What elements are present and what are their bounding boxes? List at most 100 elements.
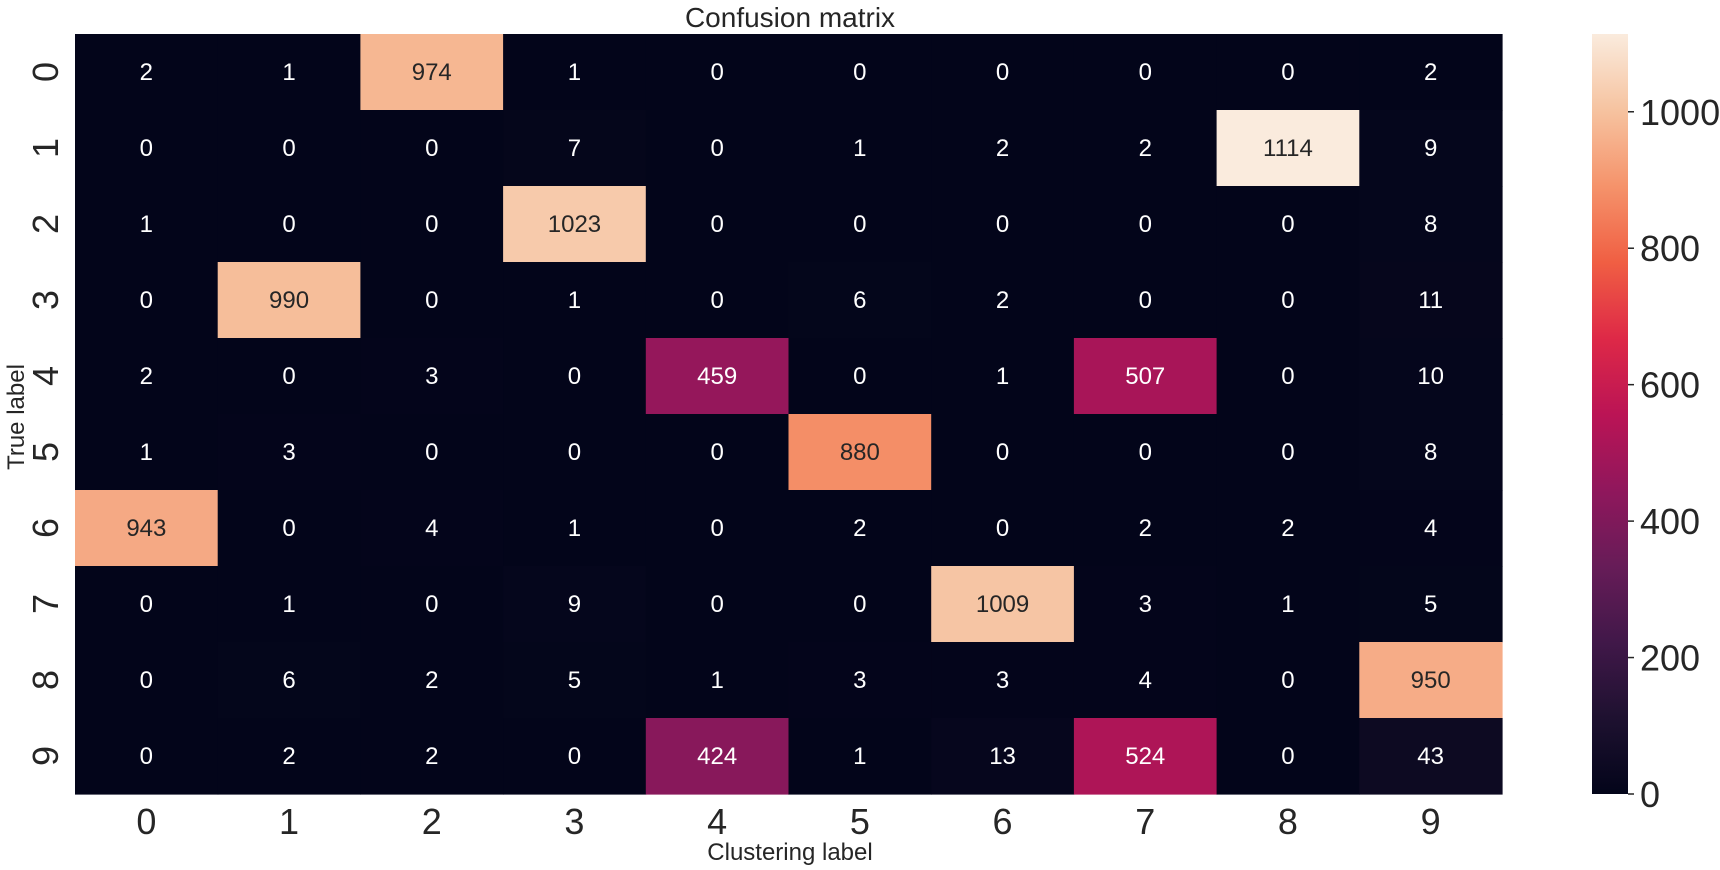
cell-value-label: 3 — [425, 363, 438, 390]
heatmap-cell — [788, 414, 932, 491]
heatmap-cell — [931, 642, 1075, 719]
cell-value-label: 1 — [282, 591, 295, 618]
heatmap-cell — [1073, 414, 1218, 491]
heatmap-cells: 2 1 974 1 0 0 0 0 0 20 0 0 7 0 1 2 2 1114 91 0 0 1023 0 0 0 0 0 80 9… — [75, 34, 1503, 795]
heatmap-cell — [931, 34, 1075, 111]
heatmap-cell — [645, 642, 790, 719]
heatmap-cell — [360, 338, 504, 415]
heatmap-cell — [75, 642, 219, 719]
heatmap-cell — [1216, 186, 1360, 263]
heatmap-cell — [1073, 186, 1218, 263]
cell-value-label: 880 — [840, 439, 880, 466]
cell-value-label: 2 — [1424, 59, 1437, 86]
heatmap-cell — [788, 490, 932, 567]
heatmap-cell — [1359, 262, 1503, 339]
cell-value-label: 43 — [1417, 743, 1444, 770]
heatmap-cell — [503, 566, 647, 643]
cell-value-label: 0 — [282, 515, 295, 542]
cell-value-label: 2 — [425, 743, 438, 770]
cell-value-label: 1 — [568, 59, 581, 86]
heatmap-cell — [217, 110, 361, 187]
cell-value-label: 0 — [282, 135, 295, 162]
x-tick-label: 0 — [136, 801, 156, 842]
heatmap-cell — [788, 110, 932, 187]
heatmap-cell — [75, 34, 219, 111]
heatmap-cell — [75, 718, 219, 795]
colorbar-tick-label: 400 — [1640, 501, 1700, 542]
cell-value-label: 3 — [996, 667, 1009, 694]
cell-value-label: 0 — [710, 287, 723, 314]
cell-value-label: 6 — [853, 287, 866, 314]
cell-value-label: 424 — [697, 743, 737, 770]
cell-value-label: 0 — [140, 743, 153, 770]
cell-value-label: 5 — [1424, 591, 1437, 618]
heatmap-cell — [645, 262, 790, 339]
cell-value-label: 0 — [710, 439, 723, 466]
heatmap-cell — [360, 34, 504, 111]
x-tick-label: 7 — [1135, 801, 1155, 842]
heatmap-cell — [1359, 34, 1503, 111]
cell-value-label: 2 — [282, 743, 295, 770]
heatmap-cell — [75, 110, 219, 187]
cell-value-label: 0 — [568, 439, 581, 466]
colorbar-tick-label: 0 — [1640, 774, 1660, 815]
cell-value-label: 2 — [996, 135, 1009, 162]
heatmap-cell — [1216, 262, 1360, 339]
heatmap-cell — [217, 490, 361, 567]
cell-value-label: 0 — [1139, 287, 1152, 314]
heatmap-cell — [217, 566, 361, 643]
y-tick-label: 6 — [25, 518, 66, 538]
heatmap-cell — [360, 110, 504, 187]
heatmap-cell — [1073, 34, 1218, 111]
heatmap-cell — [217, 718, 361, 795]
cell-value-label: 1 — [996, 363, 1009, 390]
cell-value-label: 1 — [140, 211, 153, 238]
cell-value-label: 0 — [853, 59, 866, 86]
heatmap-cell — [503, 110, 647, 187]
heatmap-cell — [1359, 186, 1503, 263]
cell-value-label: 4 — [425, 515, 438, 542]
cell-value-label: 0 — [996, 439, 1009, 466]
heatmap-cell — [788, 186, 932, 263]
cell-value-label: 0 — [853, 211, 866, 238]
cell-value-label: 8 — [1424, 439, 1437, 466]
cell-value-label: 0 — [853, 591, 866, 618]
heatmap-cell — [217, 186, 361, 263]
cell-value-label: 2 — [996, 287, 1009, 314]
heatmap-cell — [360, 490, 504, 567]
y-tick-label: 1 — [25, 138, 66, 158]
y-tick-label: 7 — [25, 594, 66, 614]
heatmap-cell — [645, 414, 790, 491]
heatmap-cell — [75, 566, 219, 643]
heatmap-cell — [645, 718, 790, 795]
heatmap-cell — [75, 262, 219, 339]
cell-value-label: 1 — [710, 667, 723, 694]
cell-value-label: 0 — [996, 515, 1009, 542]
cell-value-label: 1 — [282, 59, 295, 86]
heatmap-cell — [1073, 642, 1218, 719]
cell-value-label: 0 — [1281, 439, 1294, 466]
colorbar-tick-label: 600 — [1640, 365, 1700, 406]
heatmap-cell — [1073, 718, 1218, 795]
y-tick-label: 5 — [25, 442, 66, 462]
x-tick-label: 2 — [422, 801, 442, 842]
cell-value-label: 1 — [140, 439, 153, 466]
heatmap-cell — [1216, 490, 1360, 567]
cell-value-label: 3 — [853, 667, 866, 694]
cell-value-label: 5 — [568, 667, 581, 694]
cell-value-label: 2 — [140, 363, 153, 390]
cell-value-label: 0 — [1281, 59, 1294, 86]
x-tick-label: 3 — [564, 801, 584, 842]
cell-value-label: 0 — [568, 743, 581, 770]
heatmap-cell — [788, 338, 932, 415]
heatmap-cell — [360, 718, 504, 795]
cell-value-label: 0 — [996, 59, 1009, 86]
heatmap-cell — [503, 718, 647, 795]
heatmap-cell — [931, 186, 1075, 263]
cell-value-label: 2 — [1139, 135, 1152, 162]
cell-value-label: 7 — [568, 135, 581, 162]
colorbar-ticks: 0 200 400 600 800 1000 — [1628, 92, 1720, 815]
cell-value-label: 943 — [126, 515, 166, 542]
heatmap-cell — [1359, 110, 1503, 187]
